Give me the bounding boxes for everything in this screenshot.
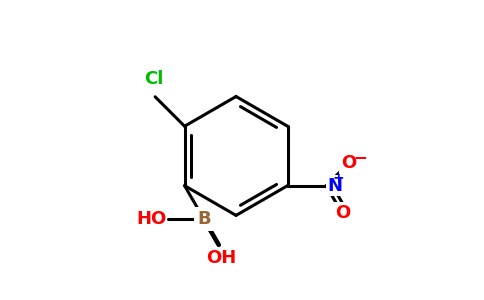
Text: O: O: [335, 204, 350, 222]
Text: Cl: Cl: [144, 70, 164, 88]
Text: OH: OH: [207, 249, 237, 267]
Text: −: −: [354, 148, 367, 166]
Text: HO: HO: [136, 210, 167, 228]
Text: N: N: [328, 177, 343, 195]
Text: +: +: [333, 171, 345, 185]
Text: B: B: [197, 210, 211, 228]
Text: O: O: [341, 154, 356, 172]
